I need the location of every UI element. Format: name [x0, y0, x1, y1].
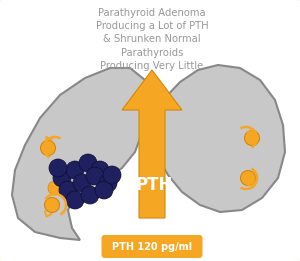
FancyArrow shape [122, 70, 182, 218]
Circle shape [73, 174, 91, 192]
Text: Parathyroid Adenoma
Producing a Lot of PTH
& Shrunken Normal
Parathyroids
Produc: Parathyroid Adenoma Producing a Lot of P… [96, 8, 208, 71]
Circle shape [53, 169, 71, 187]
Circle shape [99, 174, 117, 192]
Circle shape [49, 159, 67, 177]
Polygon shape [12, 68, 148, 240]
Circle shape [95, 181, 113, 199]
Circle shape [86, 167, 104, 185]
Circle shape [91, 161, 109, 179]
Circle shape [81, 186, 99, 204]
Circle shape [44, 198, 59, 212]
Circle shape [66, 191, 84, 209]
Circle shape [48, 181, 62, 195]
Circle shape [241, 170, 256, 186]
Circle shape [244, 130, 260, 145]
Polygon shape [152, 65, 285, 212]
Circle shape [103, 166, 121, 184]
Circle shape [79, 154, 97, 172]
Circle shape [40, 140, 56, 156]
Circle shape [66, 161, 84, 179]
FancyBboxPatch shape [101, 235, 202, 258]
Text: PTH: PTH [135, 176, 173, 194]
Circle shape [59, 181, 77, 199]
Text: PTH 120 pg/ml: PTH 120 pg/ml [112, 241, 192, 252]
